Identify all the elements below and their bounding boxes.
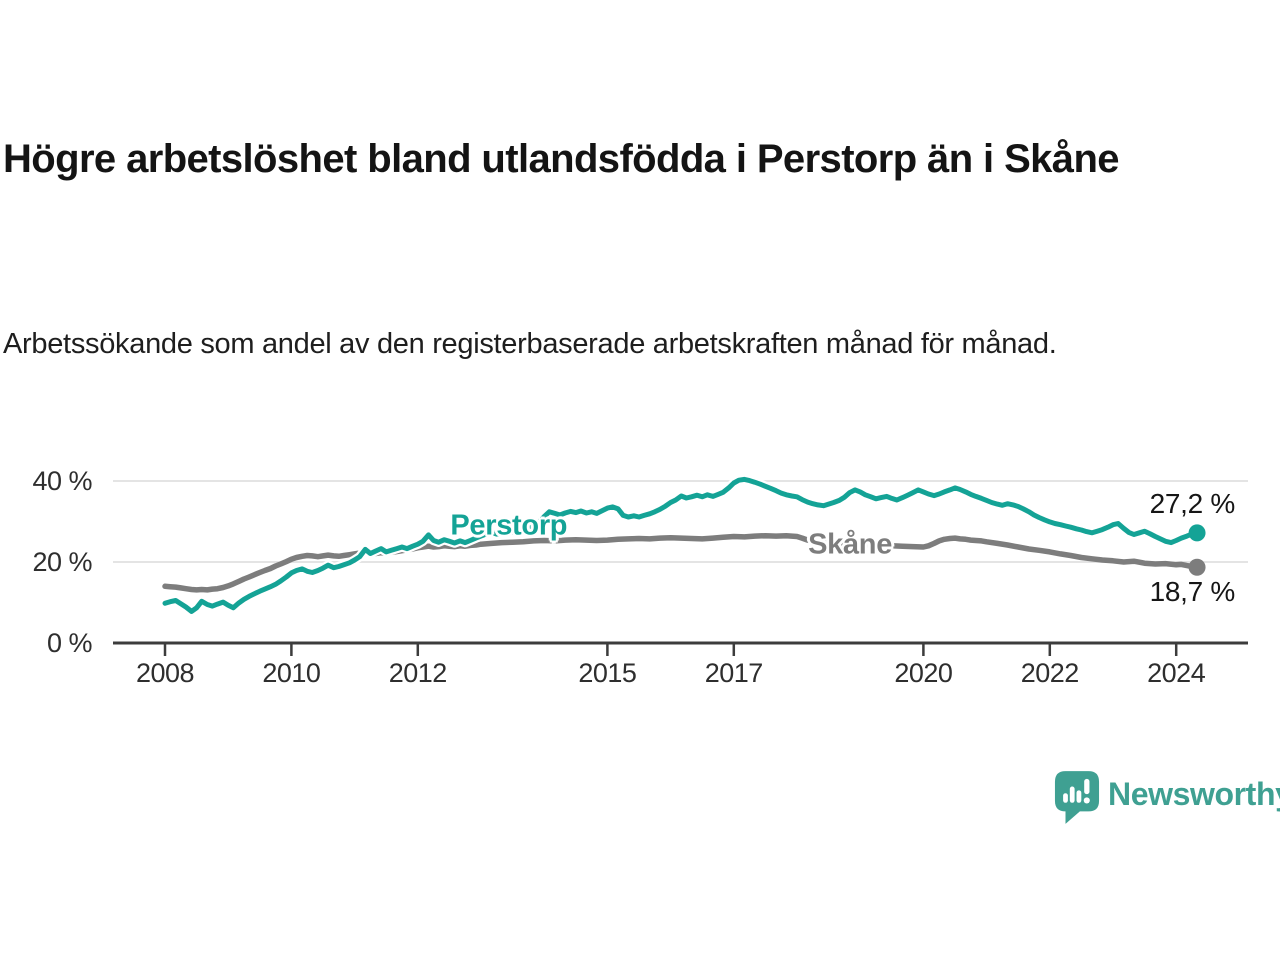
series-label-skane: Skåne: [808, 528, 893, 561]
y-tick-label: 0 %: [46, 628, 93, 658]
x-tick-label: 2022: [1020, 658, 1080, 688]
end-value-label-perstorp: 27,2 %: [1149, 487, 1236, 519]
exclamation-dot: [1083, 797, 1090, 804]
newsworthy-wordmark: Newsworthy: [1108, 776, 1280, 812]
newsworthy-logo: Newsworthy: [1054, 769, 1280, 829]
x-tick-label: 2012: [388, 658, 448, 688]
x-axis-labels: 2008 2010 2012 2015 2017 2020 2022 2024: [0, 657, 1280, 697]
bar-3: [1076, 790, 1082, 803]
x-tick-label: 2017: [704, 658, 764, 688]
end-value-label-skane: 18,7 %: [1149, 576, 1236, 608]
y-tick-label: 20 %: [32, 547, 92, 577]
newsworthy-speech-bubble-bar-chart-icon: [1054, 771, 1100, 824]
page-title: Högre arbetslöshet bland utlandsfödda i …: [3, 137, 1120, 181]
x-tick-label: 2024: [1147, 658, 1206, 688]
exclamation-stem: [1084, 778, 1090, 795]
perstorp-line: [162, 476, 1200, 614]
x-tick-label: 2010: [262, 658, 321, 688]
x-tick-label: 2015: [578, 658, 637, 688]
skane-end-dot: [1188, 558, 1206, 576]
perstorp-end-dot: [1188, 524, 1206, 542]
skane-line: [162, 532, 1200, 593]
y-tick-label: 40 %: [32, 466, 92, 496]
series-label-perstorp: Perstorp: [450, 509, 568, 542]
y-axis-labels: 0 % 20 % 40 %: [0, 0, 92, 720]
bar-2: [1069, 786, 1075, 803]
x-tick-label: 2020: [894, 658, 953, 688]
chart-subtitle: Arbetssökande som andel av den registerb…: [3, 328, 1057, 360]
bar-1: [1063, 793, 1068, 803]
x-tick-label: 2008: [135, 658, 195, 688]
